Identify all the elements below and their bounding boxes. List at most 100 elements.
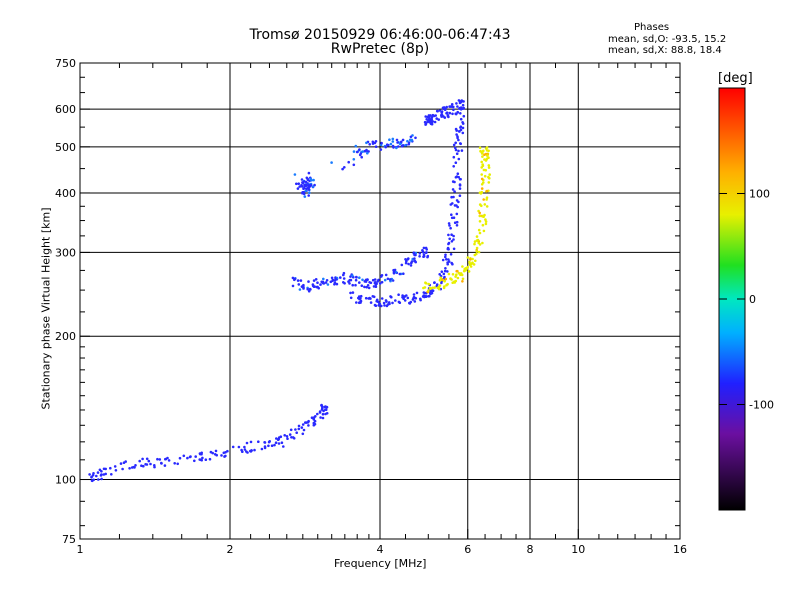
data-point (113, 465, 117, 468)
data-point (450, 278, 453, 281)
data-point (451, 188, 455, 191)
data-point (452, 195, 455, 199)
data-point (100, 477, 103, 481)
data-point (442, 286, 446, 290)
data-point (421, 249, 424, 252)
data-point (334, 277, 337, 281)
data-point (407, 262, 410, 266)
data-point (404, 144, 407, 147)
data-point (477, 209, 480, 213)
data-point (314, 278, 318, 281)
data-point (384, 299, 388, 302)
data-point (285, 435, 289, 438)
data-point (413, 257, 416, 260)
data-point (295, 431, 299, 435)
data-point (240, 448, 243, 452)
data-point (452, 247, 456, 251)
data-point (321, 406, 324, 410)
data-point (451, 112, 454, 116)
data-point (339, 276, 342, 279)
data-point (482, 198, 486, 201)
data-point (487, 156, 490, 159)
data-point (312, 418, 316, 421)
data-point (389, 295, 392, 298)
data-point (316, 281, 319, 285)
data-point (380, 297, 384, 300)
data-point (114, 469, 118, 472)
data-point (194, 455, 197, 458)
data-point (458, 101, 462, 105)
data-point (426, 255, 429, 259)
data-point (458, 130, 461, 133)
colorbar-tick-label: 100 (749, 188, 770, 201)
data-point (302, 285, 305, 289)
data-point (443, 275, 446, 279)
data-point (383, 278, 387, 282)
data-point (368, 143, 372, 146)
data-point (414, 251, 418, 255)
data-point (380, 304, 383, 308)
data-point (450, 216, 454, 220)
data-point (245, 441, 249, 445)
data-point (447, 222, 451, 225)
y-tick-label: 400 (55, 187, 76, 200)
data-point (427, 282, 431, 286)
data-point (455, 212, 459, 216)
data-point (480, 187, 484, 190)
data-point (428, 286, 432, 290)
data-point (431, 286, 434, 290)
data-point (204, 458, 208, 462)
data-point (300, 426, 304, 429)
data-point (314, 415, 317, 418)
data-point (319, 416, 322, 419)
data-point (410, 260, 414, 263)
data-points (88, 99, 492, 483)
data-point (270, 444, 274, 448)
data-point (438, 273, 442, 276)
data-point (481, 155, 484, 158)
data-point (424, 281, 427, 285)
data-point (309, 177, 313, 181)
data-point (409, 264, 413, 267)
data-point (419, 298, 422, 302)
data-point (435, 117, 439, 120)
data-point (273, 443, 276, 447)
data-point (422, 253, 426, 256)
data-point (300, 185, 304, 188)
data-point (398, 301, 402, 305)
data-point (160, 462, 163, 465)
data-point (363, 149, 367, 153)
data-point (324, 281, 328, 284)
data-point (208, 457, 212, 461)
data-point (312, 421, 316, 425)
data-point (438, 109, 442, 112)
data-point (443, 269, 447, 273)
data-point (300, 178, 304, 181)
data-point (454, 176, 458, 179)
data-point (447, 233, 450, 237)
data-point (400, 140, 403, 144)
data-point (448, 111, 452, 115)
data-point (427, 289, 430, 292)
data-point (371, 295, 375, 298)
data-point (433, 286, 436, 289)
data-point (367, 286, 371, 290)
data-point (222, 451, 226, 455)
data-point (193, 459, 196, 463)
data-point (301, 181, 305, 184)
data-point (198, 452, 202, 455)
data-point (355, 301, 358, 304)
data-point (458, 194, 462, 197)
data-point (301, 423, 305, 426)
data-point (341, 167, 344, 171)
data-point (475, 252, 478, 256)
data-point (226, 449, 229, 453)
data-point (318, 410, 322, 413)
data-point (440, 281, 443, 285)
data-point (355, 275, 358, 279)
data-point (456, 105, 459, 108)
data-point (384, 145, 388, 149)
data-point (475, 235, 479, 238)
data-point (482, 168, 486, 172)
grid (80, 63, 680, 539)
